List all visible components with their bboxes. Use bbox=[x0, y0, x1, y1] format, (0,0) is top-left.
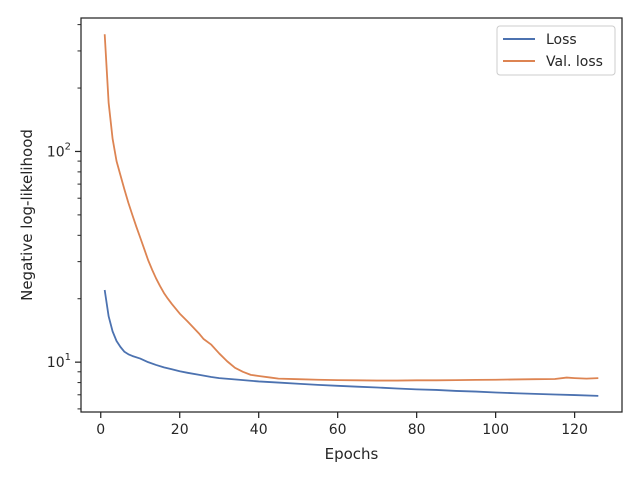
y-axis-ticks: 101 102 bbox=[47, 24, 81, 410]
x-tick-label: 20 bbox=[171, 422, 189, 438]
legend: Loss Val. loss bbox=[496, 25, 616, 76]
y-tick-label: 102 bbox=[47, 141, 71, 160]
x-tick-label: 80 bbox=[408, 422, 426, 438]
x-tick-label: 120 bbox=[561, 422, 588, 438]
x-tick-label: 60 bbox=[329, 422, 347, 438]
x-tick-label: 0 bbox=[96, 422, 105, 438]
legend-label-val-loss: Val. loss bbox=[546, 54, 603, 70]
series-line-val-loss bbox=[103, 34, 599, 382]
y-axis-label: Negative log-likelihood bbox=[18, 129, 36, 301]
x-axis-label: Epochs bbox=[325, 445, 379, 463]
x-axis-ticks: 0 20 40 60 80 100 120 bbox=[96, 412, 588, 438]
x-tick-label: 100 bbox=[482, 422, 509, 438]
series-line-loss bbox=[103, 289, 599, 397]
x-tick-label: 40 bbox=[250, 422, 268, 438]
plot-frame bbox=[80, 17, 623, 413]
y-tick-label: 101 bbox=[47, 352, 71, 371]
series-lines bbox=[103, 34, 599, 397]
legend-label-loss: Loss bbox=[546, 32, 577, 48]
